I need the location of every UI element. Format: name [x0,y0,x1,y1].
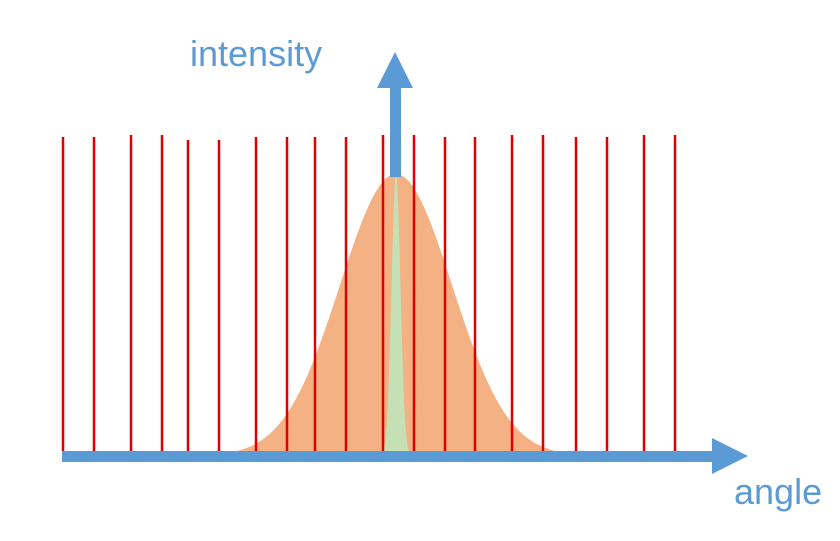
intensity-axis-arrowhead [377,52,413,88]
intensity-axis-shaft [390,82,401,177]
angle-axis-shaft [62,451,722,462]
intensity-axis [377,52,413,177]
angle-axis [62,438,748,474]
angle-axis-arrowhead [712,438,748,474]
angle-axis-label: angle [734,471,823,512]
intensity-axis-label: intensity [190,33,323,74]
grating-lines [61,135,677,455]
narrow-intensity-curve [379,174,413,456]
